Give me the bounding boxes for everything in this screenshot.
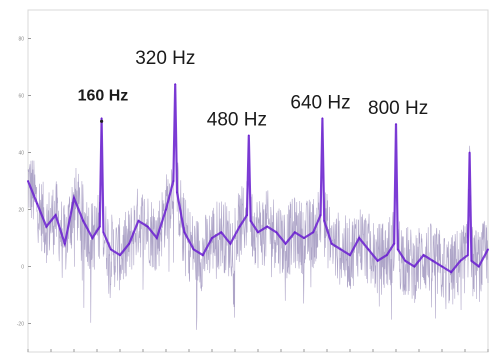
spectrum-noise-trace: [27, 84, 489, 330]
spectrum-point: [413, 265, 416, 268]
spectrum-point: [109, 248, 112, 251]
peak-label: 480 Hz: [207, 109, 267, 130]
spectrum-point: [246, 214, 248, 217]
spectrum-noise: [27, 84, 489, 330]
spectrum-point: [441, 265, 443, 268]
spectrum-point: [82, 220, 85, 222]
spectrum-point: [266, 225, 269, 228]
spectrum-point: [466, 254, 469, 256]
spectrum-point: [183, 231, 186, 234]
spectrum-point: [98, 225, 101, 228]
spectrum-point: [330, 242, 333, 245]
spectrum-point: [349, 254, 351, 256]
spectrum-point: [238, 225, 241, 228]
spectrum-point: [146, 225, 149, 228]
spectrum-point: [477, 265, 480, 268]
spectrum-point: [367, 248, 370, 251]
spectrum-point: [192, 248, 195, 251]
y-tick-label: 20: [18, 208, 24, 214]
spectrum-point: [249, 220, 252, 222]
spectrum-point: [385, 254, 388, 256]
spectrum-point: [422, 254, 425, 256]
spectrum-series: [26, 83, 489, 274]
spectrum-point: [470, 259, 473, 262]
spectrum-point: [404, 259, 407, 262]
spectrum-point: [165, 208, 167, 211]
spectrum-point: [395, 123, 397, 125]
spectrum-point: [201, 254, 204, 256]
spectrum-point: [396, 248, 399, 251]
spectrum-point: [100, 117, 103, 120]
peak-label: 320 Hz: [135, 48, 195, 69]
peak-label: 800 Hz: [368, 98, 428, 119]
spectrum-point: [172, 180, 175, 182]
spectrum-point: [393, 242, 396, 245]
spectrum-point: [91, 237, 94, 239]
spectrum-point: [176, 191, 178, 194]
spectrum-point: [73, 197, 75, 200]
spectrum-point: [119, 254, 121, 256]
spectrum-point: [174, 83, 177, 85]
peak-label: 640 Hz: [290, 92, 350, 113]
spectrum-point: [376, 259, 379, 262]
spectrum-point: [220, 231, 223, 234]
spectrum-point: [450, 271, 453, 274]
y-tick-label: 0: [21, 265, 24, 271]
spectrum-point: [323, 220, 326, 222]
spectrum-point: [487, 248, 489, 251]
spectrum-point: [319, 214, 322, 217]
spectrum-point: [45, 225, 48, 228]
y-tick-label: 60: [18, 94, 24, 100]
spectrum-point: [303, 237, 305, 239]
spectrum-point: [275, 231, 278, 234]
peak-label: 160 Hz: [78, 87, 129, 104]
spectrum-point: [247, 134, 250, 137]
spectrum-point: [257, 231, 259, 234]
spectrum-point: [321, 117, 324, 120]
spectrum-point: [339, 248, 342, 251]
y-tick-label: 80: [18, 37, 24, 43]
spectrum-point: [459, 259, 462, 262]
spectrum-point: [358, 237, 361, 239]
peak-marker: [100, 119, 104, 123]
spectrum-point: [54, 214, 57, 217]
spectrum-point: [468, 151, 471, 154]
spectrum-point: [312, 231, 315, 234]
spectrum-point: [36, 202, 39, 205]
spectrum-point: [431, 259, 434, 262]
spectrum-point: [229, 242, 232, 245]
spectrum-point: [128, 242, 131, 245]
y-tick-label: -20: [17, 322, 24, 328]
spectrum-point: [211, 237, 213, 239]
spectrum-point: [63, 242, 66, 245]
spectrum-point: [284, 242, 287, 245]
spectrum-point: [293, 231, 296, 234]
y-tick-label: 40: [18, 151, 24, 157]
spectrum-point: [137, 220, 140, 222]
peak-labels: 160 Hz 320 Hz 480 Hz 640 Hz 800 Hz: [78, 48, 429, 130]
spectrum-point: [155, 237, 158, 239]
spectrum-point: [27, 180, 29, 182]
spectrum-point: [102, 231, 105, 234]
